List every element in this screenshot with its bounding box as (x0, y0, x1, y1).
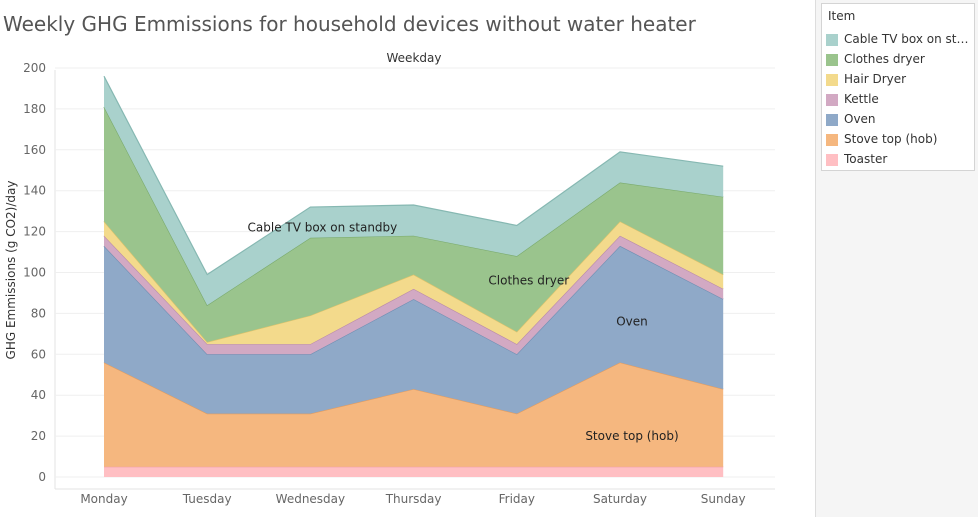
legend-item[interactable]: Kettle (826, 92, 972, 108)
y-tick-label: 120 (23, 225, 46, 239)
legend-label: Clothes dryer (844, 52, 925, 66)
legend-item[interactable]: Cable TV box on stan.. (826, 32, 972, 48)
y-axis-title: GHG Emmissions (g CO2)/day (4, 181, 18, 360)
legend-label: Oven (844, 112, 876, 126)
area-chart: 0 20 40 60 80 100 120 140 160 180 200 Monday Tuesday… (4, 51, 775, 506)
legend-label: Hair Dryer (844, 72, 907, 86)
legend-swatch (826, 54, 838, 66)
x-tick-label: Wednesday (276, 492, 345, 506)
x-tick-label: Tuesday (182, 492, 232, 506)
y-tick-label: 20 (31, 429, 46, 443)
area-oven[interactable] (104, 245, 724, 414)
y-tick-label: 160 (23, 143, 46, 157)
legend-swatch (826, 34, 838, 46)
legend-swatch (826, 74, 838, 86)
legend-swatch (826, 114, 838, 126)
legend-item[interactable]: Oven (826, 112, 972, 128)
area-annotation: Oven (616, 315, 648, 329)
x-tick-label: Thursday (385, 492, 442, 506)
legend-item[interactable]: Clothes dryer (826, 52, 972, 68)
area-clothes-dryer[interactable] (104, 106, 724, 343)
legend-swatch (826, 154, 838, 166)
legend: Item Cable TV box on stan.. Clothes dryer… (821, 3, 975, 171)
y-tick-label: 180 (23, 102, 46, 116)
legend-title: Item (828, 9, 856, 23)
x-tick-label: Saturday (593, 492, 647, 506)
area-annotation: Stove top (hob) (585, 429, 678, 443)
legend-label: Cable TV box on stan.. (844, 32, 970, 46)
area-annotations: Cable TV box on standby Clothes dryer Oven… (248, 221, 679, 444)
legend-item[interactable]: Stove top (hob) (826, 132, 972, 148)
y-tick-label: 80 (31, 306, 46, 320)
y-tick-label: 100 (23, 266, 46, 280)
y-tick-label: 140 (23, 184, 46, 198)
area-edge-cable-tv-box-on-standby (103, 75, 724, 276)
area-hair-dryer[interactable] (104, 221, 724, 345)
stacked-areas[interactable] (103, 75, 724, 477)
legend-item[interactable]: Hair Dryer (826, 72, 972, 88)
legend-label: Kettle (844, 92, 879, 106)
x-tick-label: Friday (499, 492, 535, 506)
legend-item[interactable]: Toaster (826, 152, 972, 168)
area-cable-tv-box-on-standby[interactable] (104, 76, 724, 306)
axes: 0 20 40 60 80 100 120 140 160 180 200 Monday Tuesday… (23, 61, 746, 506)
legend-label: Toaster (844, 152, 888, 166)
y-tick-label: 60 (31, 347, 46, 361)
area-annotation: Cable TV box on standby (248, 221, 398, 235)
y-tick-label: 40 (31, 388, 46, 402)
legend-swatch (826, 134, 838, 146)
y-tick-label: 200 (23, 61, 46, 75)
legend-label: Stove top (hob) (844, 132, 938, 146)
area-toaster[interactable] (104, 466, 724, 477)
area-annotation: Clothes dryer (488, 274, 569, 288)
x-tick-label: Sunday (701, 492, 746, 506)
chart-title: Weekly GHG Emmissions for household devi… (3, 12, 696, 36)
legend-swatch (826, 94, 838, 106)
column-header: Weekday (387, 51, 442, 65)
area-kettle[interactable] (104, 235, 724, 355)
x-tick-label: Monday (80, 492, 127, 506)
y-tick-label: 0 (38, 470, 46, 484)
